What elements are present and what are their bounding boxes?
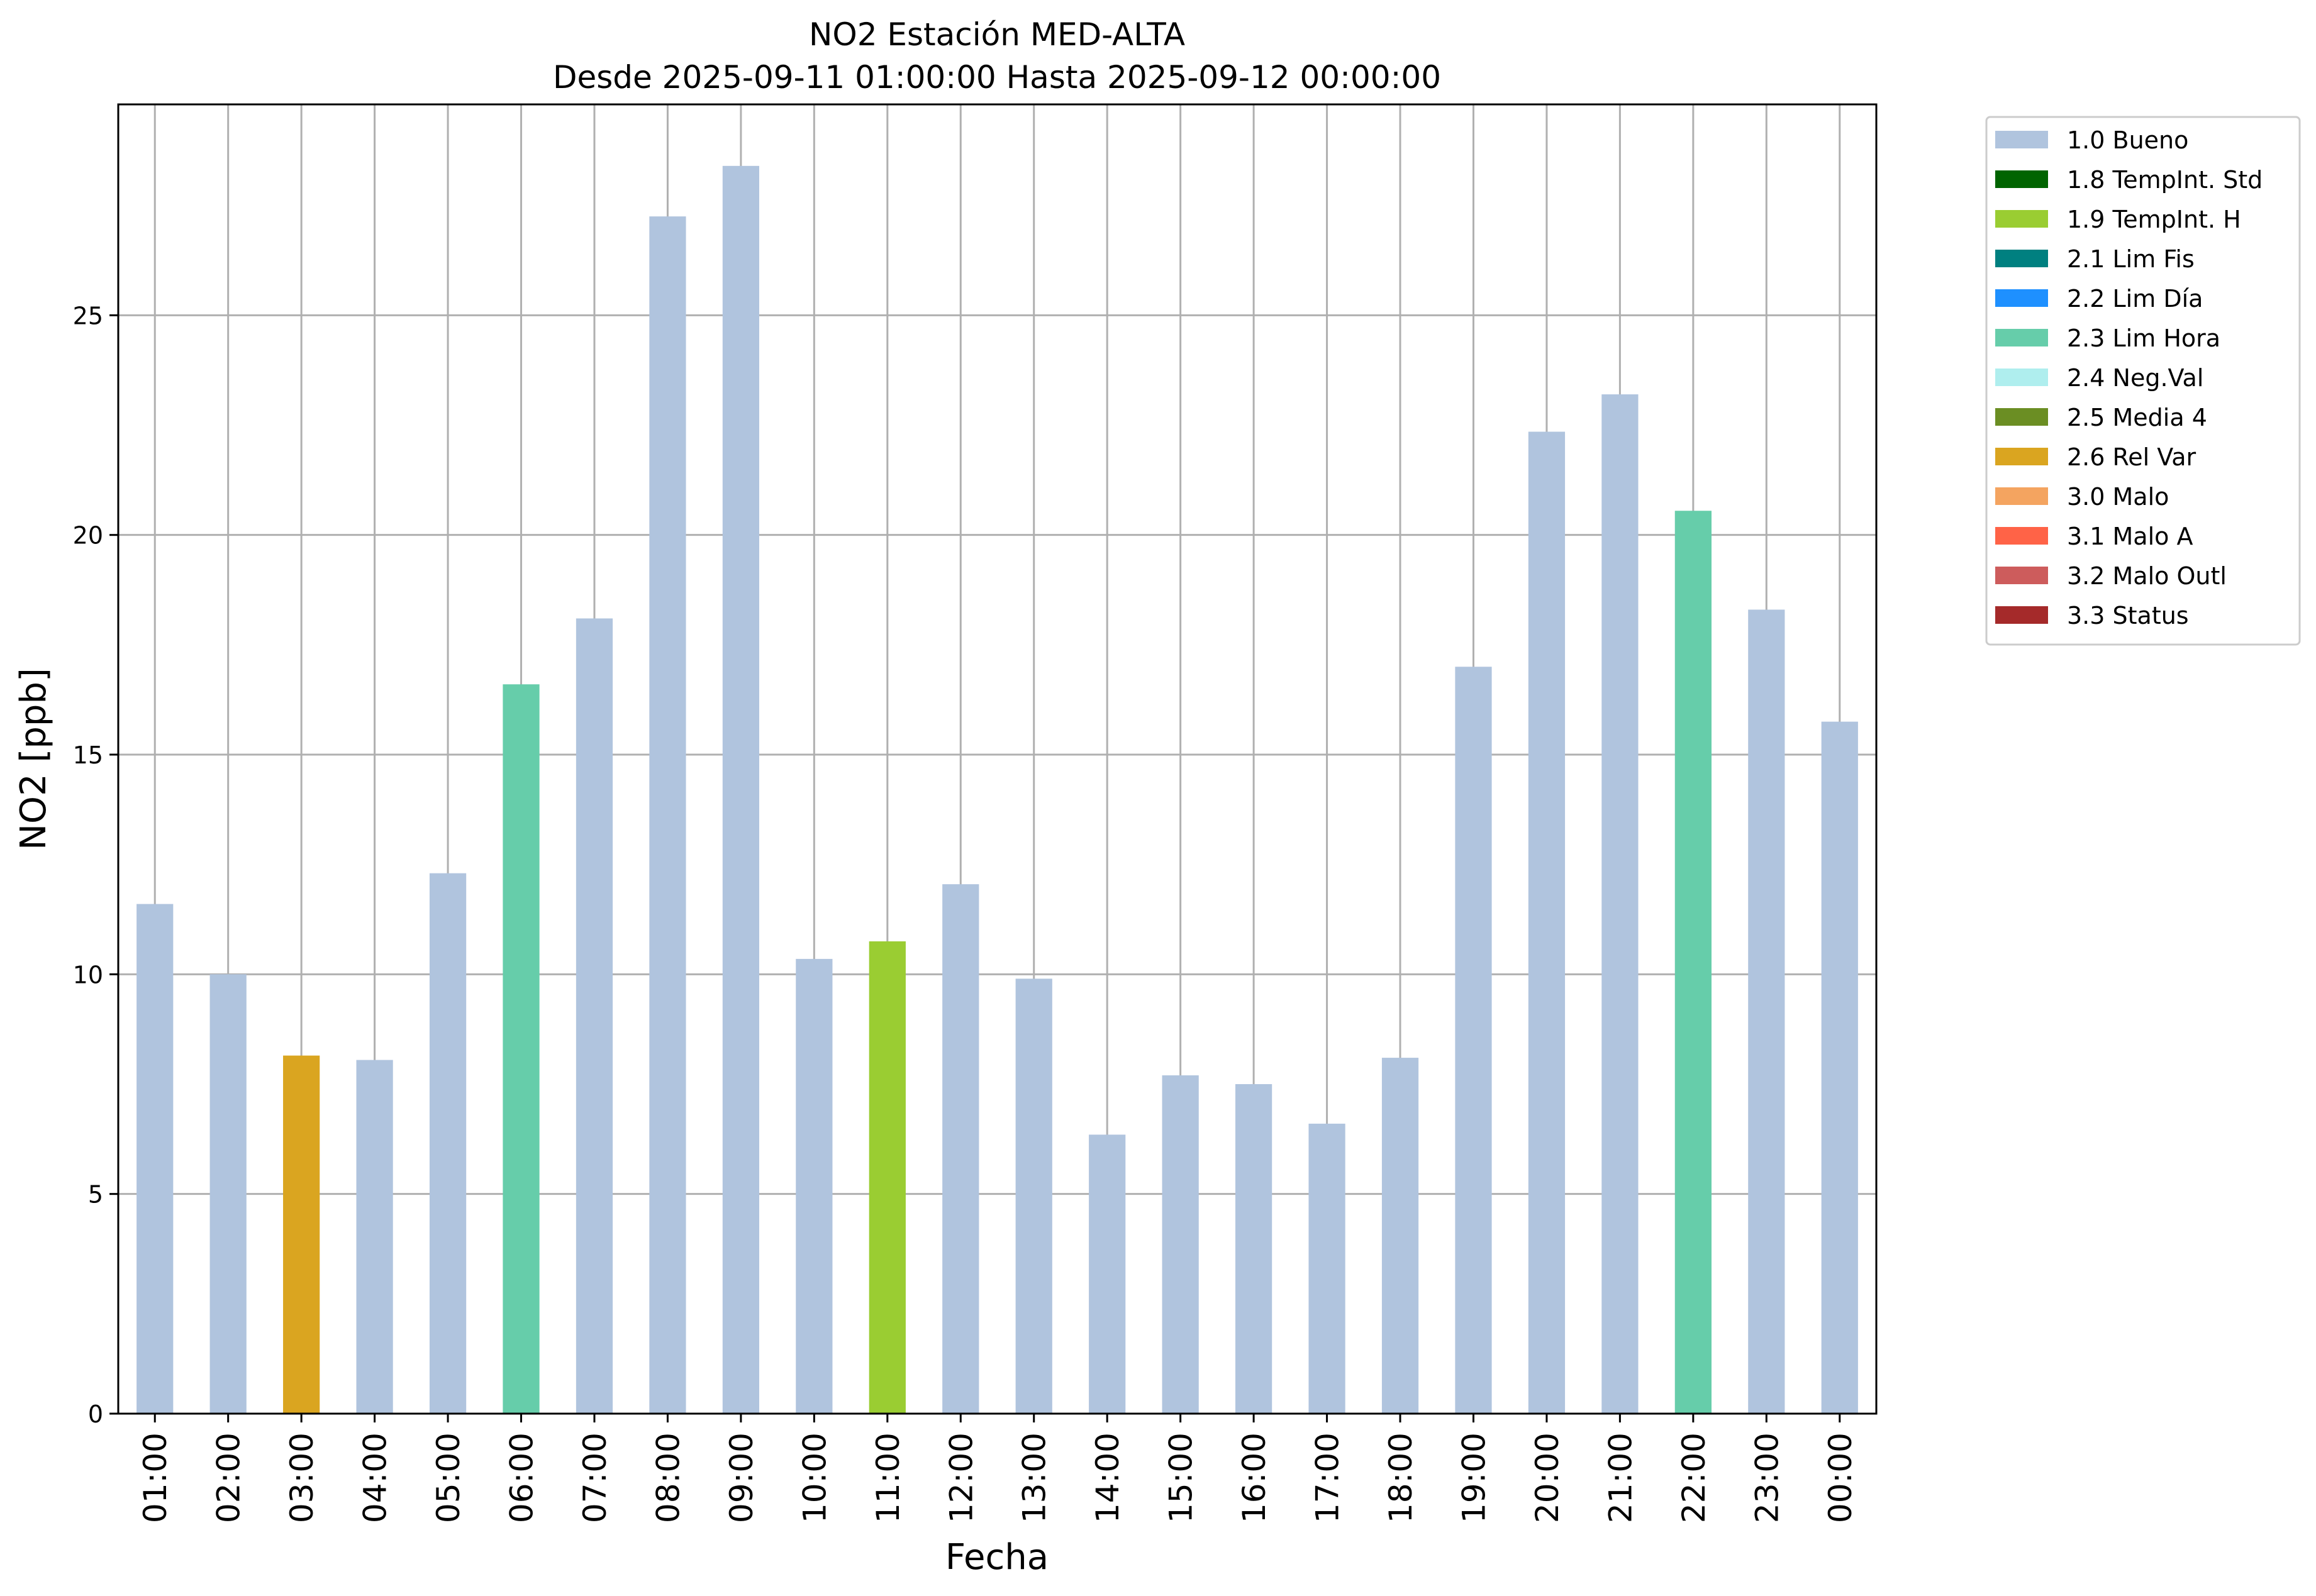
- x-axis-label: Fecha: [945, 1537, 1049, 1578]
- bar-0800: [649, 216, 686, 1414]
- y-tick-label: 20: [73, 522, 103, 550]
- legend-label: 3.1 Malo A: [2067, 523, 2193, 550]
- legend-label: 2.1 Lim Fis: [2067, 245, 2195, 273]
- bar-0400: [356, 1060, 393, 1414]
- legend-swatch: [1995, 606, 2048, 624]
- x-tick-label: 04:00: [357, 1433, 394, 1523]
- legend-swatch: [1995, 250, 2048, 267]
- bar-0500: [429, 873, 467, 1414]
- chart-title: NO2 Estación MED-ALTA: [809, 16, 1185, 53]
- legend-label: 2.6 Rel Var: [2067, 443, 2196, 471]
- x-tick-label: 21:00: [1602, 1433, 1639, 1523]
- legend-swatch: [1995, 170, 2048, 188]
- x-tick-label: 19:00: [1456, 1433, 1492, 1523]
- bar-2200: [1674, 511, 1712, 1414]
- x-tick-label: 12:00: [943, 1433, 979, 1523]
- x-tick-label: 03:00: [284, 1433, 320, 1523]
- bar-1300: [1015, 978, 1052, 1414]
- legend-swatch: [1995, 567, 2048, 584]
- bar-1200: [942, 884, 979, 1414]
- bar-1500: [1162, 1075, 1199, 1414]
- legend-swatch: [1995, 408, 2048, 426]
- x-tick-label: 02:00: [211, 1433, 247, 1523]
- legend-swatch: [1995, 369, 2048, 386]
- x-tick-label: 22:00: [1676, 1433, 1712, 1523]
- bar-2100: [1601, 394, 1639, 1414]
- x-tick-label: 08:00: [650, 1433, 686, 1523]
- bar-1700: [1308, 1123, 1345, 1414]
- bar-1000: [796, 958, 833, 1414]
- legend-swatch: [1995, 487, 2048, 505]
- legend: 1.0 Bueno 1.8 TempInt. Std 1.9 TempInt. H 2…: [1985, 116, 2301, 646]
- legend-swatch: [1995, 329, 2048, 346]
- x-tick-label: 13:00: [1016, 1433, 1053, 1523]
- bar-2300: [1748, 609, 1785, 1414]
- x-tick-label: 05:00: [430, 1433, 467, 1523]
- y-tick-label: 25: [73, 302, 103, 330]
- y-tick-label: 0: [88, 1400, 103, 1428]
- bar-0100: [136, 904, 174, 1414]
- x-tick-label: 09:00: [723, 1433, 760, 1523]
- bar-0300: [283, 1055, 320, 1414]
- y-tick-label: 10: [73, 961, 103, 989]
- x-tick-label: 16:00: [1236, 1433, 1272, 1523]
- x-tick-label: 10:00: [796, 1433, 833, 1523]
- bar-2000: [1528, 431, 1566, 1414]
- y-axis-ticks: 0 5 10 15 20 25: [73, 302, 118, 1428]
- y-axis-label: NO2 [ppb]: [13, 668, 54, 850]
- x-tick-label: 01:00: [137, 1433, 174, 1523]
- bar-0600: [503, 684, 540, 1414]
- legend-label: 3.0 Malo: [2067, 483, 2169, 511]
- x-tick-label: 00:00: [1822, 1433, 1859, 1523]
- x-tick-label: 23:00: [1749, 1433, 1785, 1523]
- bar-1100: [869, 941, 906, 1414]
- legend-label: 1.9 TempInt. H: [2067, 206, 2241, 233]
- bar-1600: [1235, 1084, 1272, 1414]
- x-tick-label: 20:00: [1529, 1433, 1566, 1523]
- legend-label: 3.2 Malo Outl: [2067, 562, 2227, 590]
- x-tick-label: 07:00: [577, 1433, 613, 1523]
- legend-swatch: [1995, 448, 2048, 465]
- bar-0200: [209, 974, 247, 1414]
- bars: [136, 165, 1858, 1414]
- x-tick-label: 06:00: [504, 1433, 540, 1523]
- legend-swatch: [1995, 527, 2048, 545]
- legend-label: 1.8 TempInt. Std: [2067, 166, 2263, 194]
- legend-label: 2.5 Media 4: [2067, 404, 2207, 431]
- legend-label: 2.3 Lim Hora: [2067, 324, 2220, 352]
- x-axis-ticks: 01:00 02:00 03:00 04:00 05:00 06:00 07:00 08:00…: [137, 1414, 1859, 1523]
- bar-0000: [1821, 721, 1858, 1414]
- x-tick-label: 15:00: [1163, 1433, 1200, 1523]
- legend-label: 2.2 Lim Día: [2067, 285, 2203, 313]
- legend-frame: [1985, 116, 2301, 646]
- chart-subtitle: Desde 2025-09-11 01:00:00 Hasta 2025-09-…: [553, 59, 1441, 96]
- bar-0700: [576, 618, 613, 1414]
- legend-swatch: [1995, 210, 2048, 228]
- legend-swatch: [1995, 289, 2048, 307]
- bar-1800: [1381, 1058, 1419, 1414]
- y-tick-label: 15: [73, 741, 103, 769]
- x-tick-label: 17:00: [1310, 1433, 1346, 1523]
- x-tick-label: 14:00: [1089, 1433, 1126, 1523]
- bar-0900: [722, 165, 760, 1414]
- legend-swatch: [1995, 131, 2048, 148]
- x-tick-label: 18:00: [1383, 1433, 1419, 1523]
- legend-label: 2.4 Neg.Val: [2067, 364, 2203, 392]
- legend-label: 1.0 Bueno: [2067, 126, 2188, 154]
- bar-1900: [1455, 667, 1492, 1414]
- plot-frame: [117, 103, 1878, 1415]
- legend-label: 3.3 Status: [2067, 602, 2189, 629]
- y-tick-label: 5: [88, 1181, 103, 1209]
- x-tick-label: 11:00: [870, 1433, 906, 1523]
- bar-1400: [1089, 1134, 1126, 1414]
